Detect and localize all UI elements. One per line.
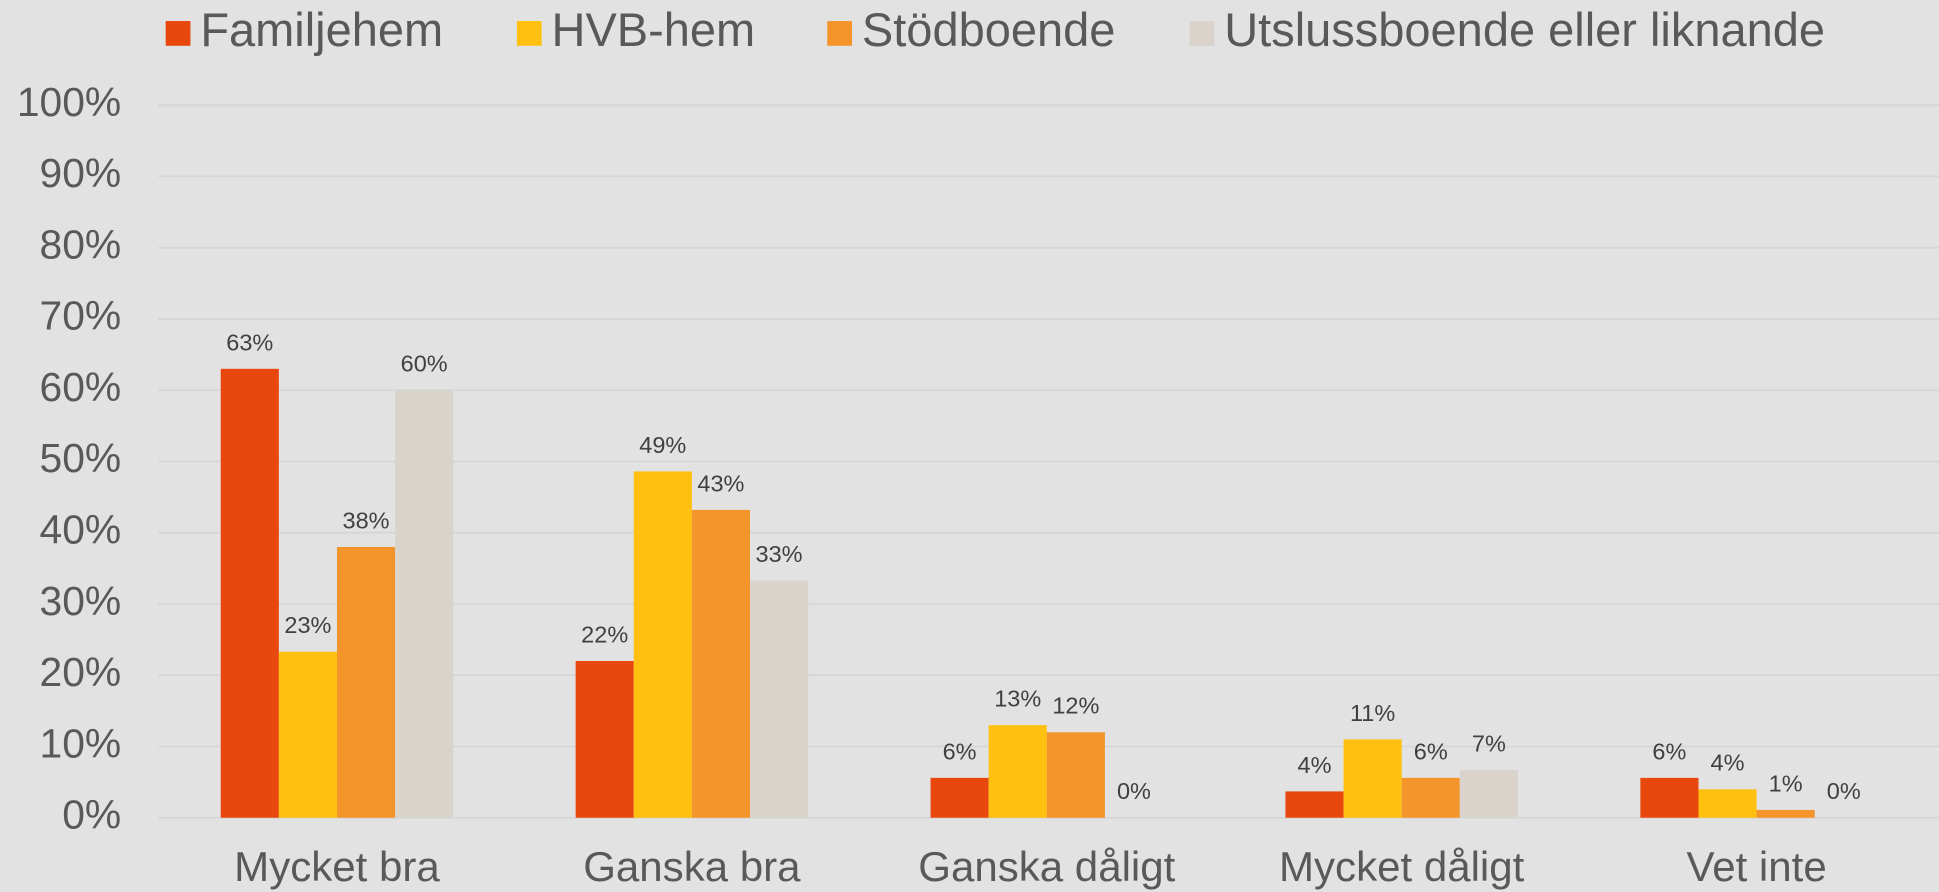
y-tick-label: 0% [62,792,121,838]
data-label: 12% [1052,693,1099,719]
y-tick-label: 50% [40,435,122,481]
y-tick-label: 80% [40,221,122,267]
bar [1401,777,1460,818]
data-label: 4% [1298,752,1332,778]
bar [395,390,454,818]
y-tick-label: 20% [40,649,122,695]
legend-label: Stödboende [862,3,1115,56]
data-label: 0% [1117,778,1151,804]
data-label: 63% [226,329,273,355]
legend-label: Utslussboende eller liknande [1224,3,1825,56]
bar [1756,809,1815,818]
data-label: 6% [1414,738,1448,764]
y-tick-label: 30% [40,578,122,624]
data-label: 22% [581,621,628,647]
bar [1459,770,1518,818]
y-tick-label: 10% [40,720,122,766]
legend-swatch [165,21,191,46]
x-tick-label: Mycket bra [234,843,440,890]
y-tick-label: 60% [40,364,122,410]
x-tick-label: Mycket dåligt [1279,843,1525,890]
data-label: 13% [994,686,1041,712]
bar [336,546,396,818]
data-label: 4% [1711,750,1745,776]
bar [691,509,751,818]
data-label: 7% [1472,730,1506,756]
y-tick-label: 90% [40,150,122,196]
y-tick-label: 40% [40,507,122,553]
legend-label: Familjehem [200,3,443,56]
y-tick-label: 100% [17,79,121,125]
x-tick-label: Ganska bra [583,843,801,890]
data-label: 1% [1769,770,1803,796]
data-label: 33% [756,541,803,567]
data-label: 38% [343,507,390,533]
bar [1046,732,1105,818]
data-label: 11% [1350,700,1395,726]
bar [575,660,634,818]
legend-swatch [1189,21,1215,46]
x-tick-label: Ganska dåligt [918,843,1175,890]
bar [988,725,1047,818]
data-label: 23% [284,612,331,638]
bar [1285,791,1344,818]
bar [278,651,337,818]
data-label: 60% [401,351,448,377]
bar [1640,777,1699,818]
bar [220,368,279,818]
data-label: 6% [943,738,977,764]
legend-label: HVB-hem [552,3,756,56]
bar [633,471,692,818]
data-label: 43% [697,470,744,496]
legend-swatch [827,21,853,46]
bar [1343,739,1402,818]
data-label: 0% [1827,778,1861,804]
y-tick-label: 70% [40,293,122,339]
legend-swatch [516,21,542,46]
bar [750,580,809,818]
bar [930,777,989,818]
data-label: 6% [1652,738,1686,764]
data-label: 49% [639,432,686,458]
bar [1698,789,1757,818]
x-tick-label: Vet inte [1686,843,1826,890]
